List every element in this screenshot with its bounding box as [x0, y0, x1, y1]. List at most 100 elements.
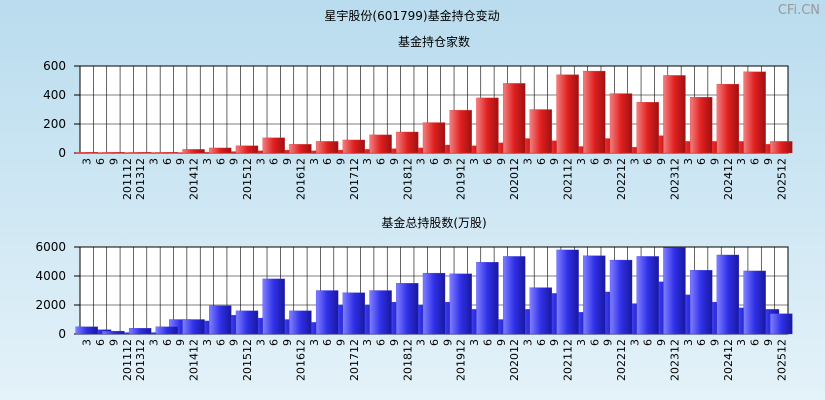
x-tick-label: 6 — [535, 158, 548, 165]
x-tick-label: 202112 — [562, 339, 575, 381]
bar — [609, 259, 633, 335]
x-tick-label: 201812 — [401, 339, 414, 381]
x-tick-label: 201512 — [241, 339, 254, 381]
bar — [342, 139, 366, 154]
bar — [716, 83, 740, 154]
x-tick-label: 9 — [548, 158, 561, 165]
x-tick-label: 6 — [214, 339, 227, 346]
bar — [315, 141, 339, 154]
x-tick-label: 202112 — [562, 158, 575, 200]
bar — [262, 137, 285, 154]
x-tick-label: 202312 — [668, 158, 681, 200]
x-tick-label: 3 — [522, 158, 535, 165]
bar — [636, 256, 659, 335]
bar — [583, 255, 606, 335]
bar — [449, 273, 472, 335]
bar — [556, 249, 579, 335]
x-tick-label: 3 — [735, 339, 748, 346]
x-tick-label: 6 — [695, 158, 708, 165]
x-tick-label: 6 — [695, 339, 708, 346]
x-tick-label: 3 — [308, 339, 321, 346]
x-tick-label: 3 — [468, 339, 481, 346]
bar — [128, 328, 152, 335]
x-tick-label: 3 — [628, 339, 641, 346]
x-tick-label: 6 — [161, 158, 174, 165]
x-tick-label: 9 — [388, 339, 401, 346]
x-tick-label: 9 — [602, 158, 615, 165]
x-tick-label: 201812 — [401, 158, 414, 200]
x-tick-label: 6 — [428, 339, 441, 346]
bar — [689, 270, 713, 335]
y-tick-label: 0 — [58, 146, 66, 160]
bar — [609, 93, 633, 154]
x-tick-label: 3 — [735, 158, 748, 165]
y-tick-label: 200 — [43, 117, 66, 131]
bar — [476, 262, 499, 335]
bar — [182, 149, 205, 154]
bar — [689, 97, 713, 154]
x-tick-label: 201312 — [134, 339, 147, 381]
x-tick-label: 9 — [174, 158, 187, 165]
bar — [235, 310, 259, 335]
x-tick-label: 201912 — [455, 158, 468, 200]
bar — [75, 152, 98, 154]
bar — [235, 145, 259, 154]
x-tick-label: 3 — [522, 339, 535, 346]
bar — [716, 254, 740, 335]
bar — [128, 152, 152, 154]
x-tick-label: 202512 — [775, 339, 788, 381]
bar — [209, 147, 232, 154]
x-tick-label: 6 — [642, 158, 655, 165]
x-tick-label: 6 — [588, 339, 601, 346]
x-tick-label: 6 — [428, 158, 441, 165]
x-tick-label: 202312 — [668, 339, 681, 381]
x-tick-label: 3 — [415, 158, 428, 165]
x-tick-label: 202212 — [615, 158, 628, 200]
x-tick-label: 9 — [174, 339, 187, 346]
bar — [396, 131, 419, 154]
x-tick-label: 9 — [281, 339, 294, 346]
bar — [262, 278, 285, 335]
x-tick-label: 201412 — [188, 339, 201, 381]
x-tick-label: 3 — [575, 158, 588, 165]
bar — [369, 134, 392, 154]
bar — [449, 110, 472, 154]
x-tick-label: 6 — [161, 339, 174, 346]
x-tick-label: 3 — [361, 158, 374, 165]
x-tick-label: 201312 — [134, 158, 147, 200]
chart-title: 基金持仓家数 — [398, 34, 470, 49]
x-tick-label: 6 — [749, 339, 762, 346]
bar — [583, 70, 606, 154]
main-title: 星宇股份(601799)基金持仓变动 — [324, 8, 499, 23]
x-tick-label: 6 — [642, 339, 655, 346]
x-tick-label: 3 — [81, 339, 94, 346]
bar — [289, 310, 312, 335]
x-tick-label: 202412 — [722, 339, 735, 381]
x-tick-label: 3 — [468, 158, 481, 165]
bar — [155, 152, 179, 154]
x-tick-label: 201712 — [348, 339, 361, 381]
x-tick-label: 6 — [268, 339, 281, 346]
bar — [476, 97, 499, 154]
bar — [770, 313, 793, 335]
x-tick-label: 3 — [147, 339, 160, 346]
x-tick-label: 6 — [749, 158, 762, 165]
x-tick-label: 202212 — [615, 339, 628, 381]
x-tick-label: 3 — [361, 339, 374, 346]
x-tick-label: 9 — [281, 158, 294, 165]
x-tick-label: 201612 — [294, 158, 307, 200]
x-tick-label: 6 — [375, 158, 388, 165]
x-tick-label: 201412 — [188, 158, 201, 200]
x-tick-label: 201712 — [348, 158, 361, 200]
y-tick-label: 2000 — [35, 298, 66, 312]
x-tick-label: 3 — [415, 339, 428, 346]
x-tick-label: 3 — [147, 158, 160, 165]
bar — [556, 74, 579, 154]
x-tick-label: 9 — [762, 339, 775, 346]
bar — [102, 330, 125, 335]
y-tick-label: 4000 — [35, 269, 66, 283]
x-tick-label: 9 — [228, 339, 241, 346]
x-tick-label: 9 — [228, 158, 241, 165]
bar — [502, 256, 526, 335]
bar — [102, 152, 125, 154]
